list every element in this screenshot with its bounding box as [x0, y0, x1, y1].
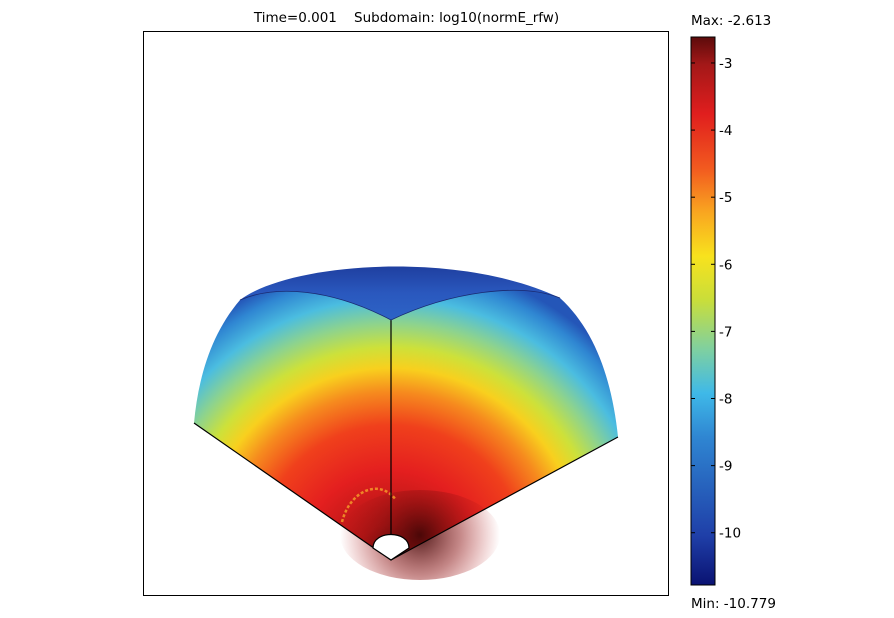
- field-edge-top: [239, 290, 561, 321]
- field-edge-right: [390, 436, 619, 561]
- colorbar-min-label: Min: -10.779: [691, 596, 776, 612]
- field-left-face: [194, 290, 391, 560]
- colorbar-tick-label: -6: [719, 257, 732, 273]
- title-subdomain: Subdomain: log10(normE_rfw): [354, 10, 560, 26]
- plot-title: Time=0.001 Subdomain: log10(normE_rfw): [143, 10, 670, 26]
- colorbar-tick-label: -9: [719, 459, 732, 475]
- field-hot-spot: [340, 490, 500, 580]
- colorbar-tick-label: -4: [719, 123, 732, 139]
- field-right-face: [391, 289, 618, 560]
- colorbar-tick-label: -8: [719, 392, 732, 408]
- field-top-surface: [240, 266, 560, 320]
- colorbar-max-label: Max: -2.613: [691, 13, 772, 29]
- colorbar-gradient: [690, 36, 716, 586]
- field-volume: [193, 266, 619, 580]
- plot-area-frame: [143, 31, 669, 596]
- colorbar-tick-label: -10: [719, 526, 741, 542]
- colorbar-tick-label: -3: [719, 56, 732, 72]
- field-edge-left: [193, 422, 392, 561]
- source-dipole: [372, 534, 410, 561]
- colorbar-tick-label: -5: [719, 190, 732, 206]
- colorbar: -3 -4 -5 -6 -7 -8 -9 -10: [690, 36, 741, 586]
- colorbar-ticks: -3 -4 -5 -6 -7 -8 -9 -10: [691, 56, 741, 542]
- title-time: Time=0.001: [253, 10, 337, 26]
- colorbar-tick-label: -7: [719, 324, 732, 340]
